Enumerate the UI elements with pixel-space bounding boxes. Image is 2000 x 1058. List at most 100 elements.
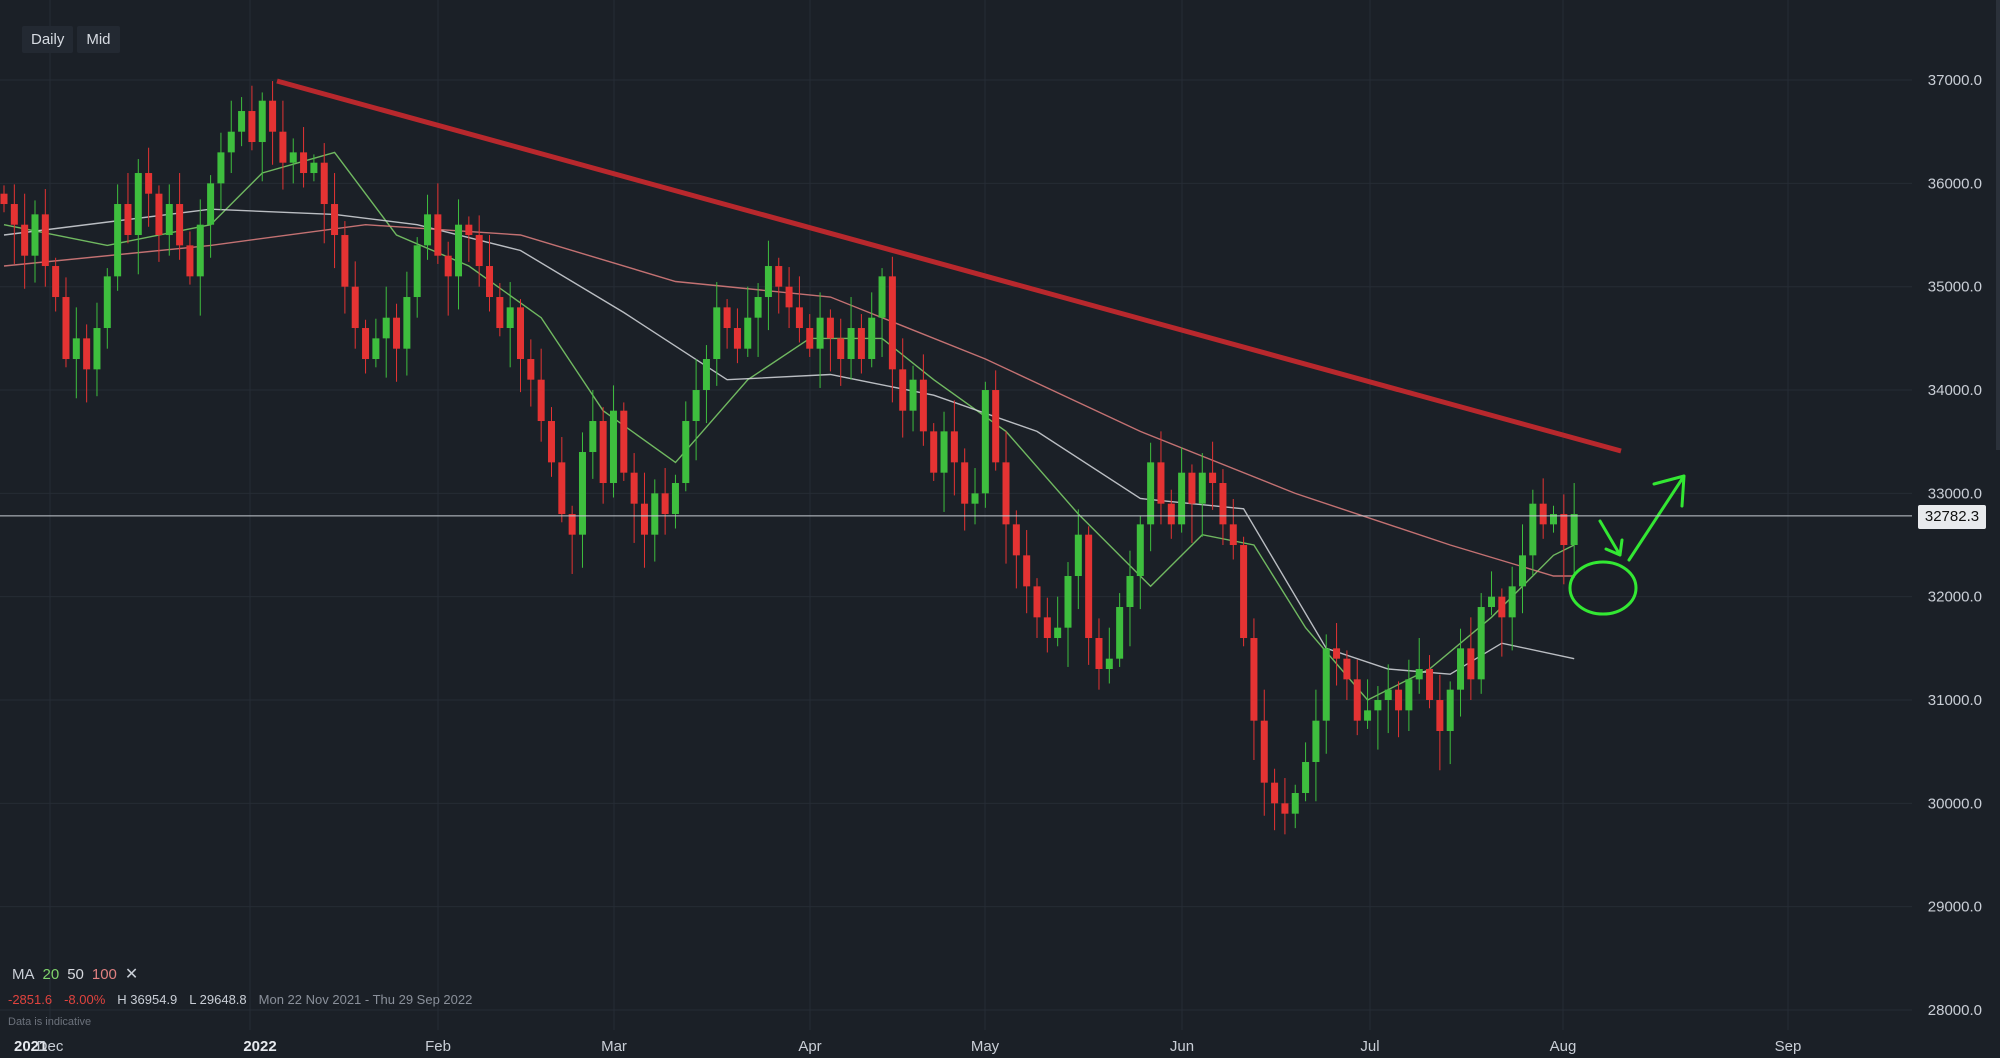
candle [1147, 442, 1155, 552]
candle [496, 283, 504, 337]
candle [1498, 588, 1506, 657]
candle-body [971, 493, 979, 504]
x-tick-label: Jun [1170, 1038, 1194, 1055]
y-tick-label: 35000.0 [1928, 279, 1982, 296]
candle [62, 277, 70, 368]
candle [1477, 593, 1485, 694]
y-tick-label: 33000.0 [1928, 485, 1982, 502]
candle [1074, 509, 1082, 610]
y-tick-label: 37000.0 [1928, 72, 1982, 89]
candle-body [661, 493, 669, 515]
candle [754, 283, 762, 357]
candle [1281, 778, 1289, 835]
candle-body [847, 328, 855, 360]
candle [1426, 655, 1434, 709]
candle [1353, 659, 1361, 736]
candle [372, 318, 380, 368]
candle [1043, 597, 1051, 653]
candle [165, 184, 173, 256]
candle [950, 400, 958, 496]
candle-body [806, 328, 814, 349]
candle-body [1550, 514, 1557, 525]
candle-body [1539, 503, 1547, 525]
candle-body [331, 204, 339, 236]
candle [1395, 681, 1403, 738]
candle [424, 194, 432, 260]
support-circle-annotation[interactable] [1568, 560, 1638, 616]
candle-body [795, 307, 803, 329]
candle-body [1054, 627, 1062, 639]
candle-body [114, 204, 122, 277]
candle-body [1116, 607, 1124, 659]
candle [888, 256, 896, 403]
candle [1384, 664, 1392, 734]
candle-body [816, 317, 824, 349]
candle-body [1560, 514, 1568, 546]
candle [640, 472, 648, 568]
interval-button[interactable]: Daily [22, 26, 74, 53]
resistance-trendline[interactable] [276, 78, 1622, 454]
candle-body [1074, 534, 1082, 577]
ma-20-label[interactable]: 20 [42, 965, 60, 983]
up-arrow-annotation[interactable] [1627, 474, 1686, 562]
price-type-button[interactable]: Mid [77, 26, 120, 53]
candle-body [558, 462, 566, 515]
candle [1405, 659, 1413, 732]
candle [930, 423, 938, 481]
candle-body [888, 276, 896, 370]
candle-body [1519, 555, 1527, 587]
candle-body [589, 421, 597, 453]
ma-20-line [3, 151, 1575, 701]
candle [1198, 453, 1206, 537]
candle-body [41, 214, 49, 267]
drawing-annotations[interactable] [276, 78, 1686, 616]
candle-body [0, 193, 8, 205]
down-arrow-annotation[interactable] [1598, 519, 1624, 557]
candle [382, 286, 390, 378]
ma-100-label[interactable]: 100 [91, 965, 117, 983]
candle [455, 199, 463, 310]
candle [919, 354, 927, 446]
candle [806, 314, 814, 357]
candle-body [537, 379, 545, 422]
ma-50-label[interactable]: 50 [67, 965, 84, 983]
x-tick-label: Aug [1550, 1038, 1577, 1055]
candle [1209, 441, 1217, 510]
candle [517, 299, 524, 393]
candle [1560, 494, 1568, 585]
candlestick-series [0, 81, 1578, 835]
candle-body [506, 307, 514, 329]
candle-body [950, 431, 958, 463]
candle-body [1271, 782, 1279, 804]
candle [362, 319, 370, 374]
candle [1178, 447, 1186, 533]
candle-body [393, 317, 401, 349]
candle-body [909, 379, 917, 411]
candle [1364, 679, 1372, 729]
candle [630, 453, 638, 543]
candle [1240, 536, 1248, 647]
candle [1436, 674, 1444, 771]
candle [1054, 596, 1062, 647]
candle-body [547, 421, 555, 463]
candle-body [702, 359, 710, 391]
candle [775, 257, 783, 314]
candle-body [651, 493, 659, 535]
vertical-scrollbar[interactable] [1996, 0, 2000, 450]
candle [31, 200, 39, 283]
close-icon[interactable]: ✕ [124, 966, 139, 983]
candle [589, 390, 597, 479]
candle-body [31, 214, 39, 256]
candle-body [671, 483, 679, 515]
ma-legend[interactable]: MA 20 50 100 ✕ [12, 964, 138, 984]
candle [899, 338, 907, 438]
candle [1446, 681, 1454, 765]
candle-body [517, 307, 524, 360]
candle-body [1064, 576, 1072, 628]
candle-body [372, 338, 380, 360]
candle [940, 411, 948, 512]
candle [465, 216, 473, 262]
candle [93, 302, 101, 397]
candle [1260, 689, 1268, 816]
